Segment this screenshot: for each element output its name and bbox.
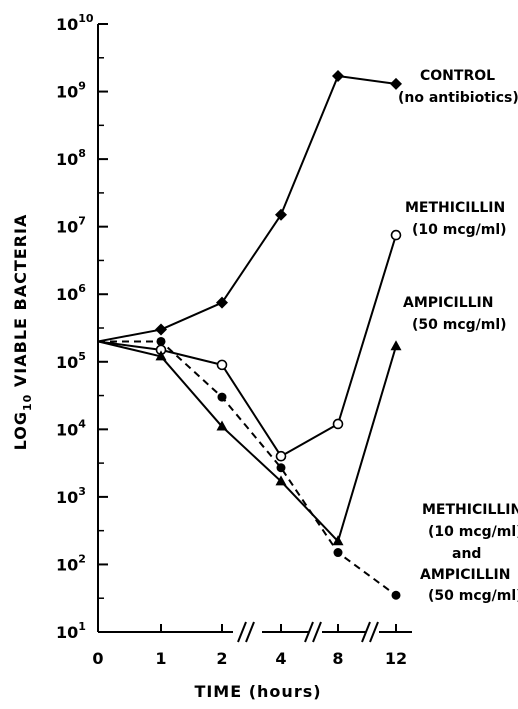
- data-point-open-circle: [216, 359, 228, 371]
- methicillin-label-line2: (10 mcg/ml): [412, 222, 507, 238]
- y-tick-label-base: 10: [56, 623, 78, 642]
- x-tick-label: 4: [275, 649, 286, 668]
- data-point-diamond: [332, 69, 344, 82]
- ampicillin-label-line1: AMPICILLIN: [403, 295, 494, 311]
- x-axis-break-mark: [361, 621, 371, 643]
- data-point-triangle: [275, 475, 287, 486]
- y-tick-label-exponent: 8: [78, 147, 86, 160]
- series-line: [97, 74, 397, 343]
- x-axis-title: TIME (hours): [194, 682, 321, 701]
- data-point-diamond: [275, 208, 287, 221]
- combo-label-line1: METHICILLIN: [422, 502, 518, 518]
- y-tick-label: 106: [56, 282, 86, 304]
- x-axis-break-mark: [237, 621, 247, 643]
- data-point-open-circle: [275, 450, 287, 462]
- y-tick-label: 107: [56, 215, 86, 237]
- series-line: [98, 340, 397, 597]
- y-tick-label-exponent: 6: [78, 282, 86, 295]
- y-tick-label: 102: [56, 552, 86, 574]
- x-axis-break-mark: [245, 621, 255, 643]
- data-point-triangle: [216, 420, 228, 431]
- x-axis-break-mark: [312, 621, 322, 643]
- y-tick-label-base: 10: [56, 218, 78, 237]
- y-tick-label: 105: [56, 350, 86, 372]
- y-tick-label-base: 10: [56, 420, 78, 439]
- y-axis-title-rest: VIABLE BACTERIA: [11, 214, 30, 394]
- combo-label: METHICILLIN (10 mcg/ml) and AMPICILLIN (…: [420, 502, 518, 604]
- y-tick-label-exponent: 7: [78, 215, 86, 228]
- y-tick-label-base: 10: [56, 488, 78, 507]
- x-tick-label: 0: [92, 649, 103, 668]
- data-point-filled-circle: [217, 392, 227, 402]
- y-tick-label-exponent: 10: [78, 12, 94, 25]
- data-point-triangle: [332, 535, 344, 546]
- methicillin-label: METHICILLIN (10 mcg/ml): [405, 200, 510, 238]
- y-tick-label-exponent: 4: [78, 417, 86, 430]
- y-tick-label-base: 10: [56, 285, 78, 304]
- x-axis-break-mark: [369, 621, 379, 643]
- y-axis-title: LOG10 VIABLE BACTERIA: [11, 214, 34, 451]
- series-methicillin-10-mcg-ml-and-ampicillin-50-mcg-ml: [98, 336, 401, 600]
- data-point-triangle: [155, 350, 167, 361]
- ampicillin-label-line2: (50 mcg/ml): [412, 317, 507, 333]
- data-point-filled-circle: [156, 336, 166, 346]
- combo-label-line2: (10 mcg/ml): [428, 524, 518, 540]
- combo-label-line4: AMPICILLIN: [420, 567, 511, 583]
- data-point-filled-circle: [333, 548, 343, 558]
- y-tick-label-base: 10: [56, 15, 78, 34]
- combo-label-line3: and: [452, 546, 481, 562]
- y-tick-label: 104: [56, 417, 86, 439]
- data-point-diamond: [390, 77, 402, 90]
- series-control-no-antibiotics: [97, 69, 402, 343]
- data-point-filled-circle: [276, 463, 286, 473]
- y-tick-label: 1010: [56, 12, 94, 34]
- y-axis-title-main: LOG: [11, 411, 30, 450]
- y-tick-label-exponent: 5: [78, 350, 86, 363]
- y-tick-label-base: 10: [56, 83, 78, 102]
- series-line: [97, 340, 397, 543]
- y-tick-label-exponent: 1: [78, 620, 86, 633]
- x-tick-label: 8: [332, 649, 343, 668]
- x-tick-label: 2: [216, 649, 227, 668]
- axes: [97, 23, 412, 643]
- y-tick-label: 101: [56, 620, 86, 642]
- y-tick-label-base: 10: [56, 353, 78, 372]
- x-axis-break-mark: [304, 621, 314, 643]
- series-ampicillin-50-mcg-ml: [97, 340, 402, 546]
- y-tick-label-exponent: 2: [78, 552, 86, 565]
- y-axis-title-sub: 10: [21, 394, 34, 411]
- y-tick-label: 109: [56, 80, 86, 102]
- data-point-diamond: [216, 296, 228, 309]
- y-tick-label-exponent: 9: [78, 80, 86, 93]
- y-tick-label-exponent: 3: [78, 485, 86, 498]
- series-methicillin-10-mcg-ml: [97, 229, 402, 462]
- y-tick-label: 108: [56, 147, 86, 169]
- data-point-triangle: [390, 340, 402, 351]
- control-label-line1: CONTROL: [420, 68, 495, 84]
- combo-label-line5: (50 mcg/ml): [428, 588, 518, 604]
- x-tick-label: 12: [385, 649, 407, 668]
- ampicillin-label: AMPICILLIN (50 mcg/ml): [403, 295, 507, 333]
- methicillin-label-line1: METHICILLIN: [405, 200, 505, 216]
- control-label: CONTROL (no antibiotics): [398, 68, 518, 106]
- y-tick-label-base: 10: [56, 555, 78, 574]
- x-tick-labels: 0 1 2 4 8 12: [92, 649, 407, 668]
- data-point-filled-circle: [391, 590, 401, 600]
- x-tick-label: 1: [155, 649, 166, 668]
- data-point-open-circle: [390, 229, 402, 241]
- series-line: [97, 234, 397, 458]
- data-point-open-circle: [332, 418, 344, 430]
- y-tick-label: 103: [56, 485, 86, 507]
- control-label-line2: (no antibiotics): [398, 90, 518, 106]
- series-layer: [97, 69, 402, 600]
- y-tick-label-base: 10: [56, 150, 78, 169]
- data-point-diamond: [155, 323, 167, 336]
